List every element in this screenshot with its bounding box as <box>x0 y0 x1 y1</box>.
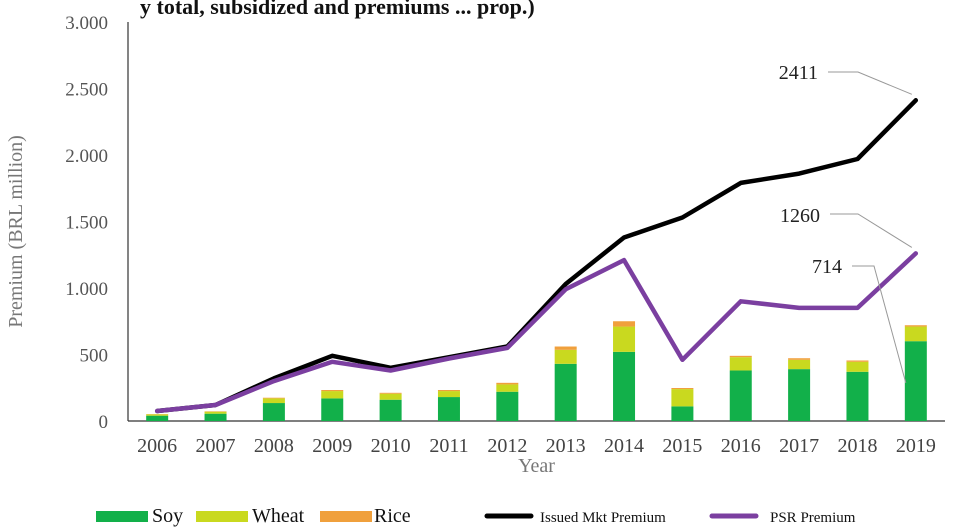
line-psr-premium <box>154 251 919 414</box>
data-label: 1260 <box>780 205 820 227</box>
x-tick-label: 2008 <box>254 435 294 457</box>
bar-wheat <box>729 357 752 371</box>
x-tick-label: 2013 <box>546 435 586 457</box>
annotation-leader-line <box>828 71 913 95</box>
x-tick-label: 2014 <box>604 435 644 457</box>
bar-soy <box>496 391 519 421</box>
chart-title-fragment: y total, subsidized and premiums ... pro… <box>140 0 535 19</box>
x-tick-label: 2012 <box>487 435 527 457</box>
bar-rice <box>379 392 402 394</box>
bar-wheat <box>321 391 344 399</box>
legend-label: PSR Premium <box>770 510 856 526</box>
legend-label: Wheat <box>252 505 305 527</box>
y-tick-label: 2.000 <box>65 146 108 167</box>
chart-annotations: 2411 1260 714 <box>779 62 913 384</box>
bar-rice <box>437 390 460 392</box>
bar-rice <box>846 360 869 362</box>
y-tick-label: 2.500 <box>65 80 108 101</box>
x-tick-label: 2010 <box>371 435 411 457</box>
bar-soy <box>321 398 344 421</box>
bar-wheat <box>613 326 636 352</box>
bar-wheat <box>496 384 519 392</box>
bar-rice <box>671 388 694 390</box>
bar-soy <box>437 397 460 421</box>
bar-rice <box>554 346 577 350</box>
legend-label: Issued Mkt Premium <box>540 510 666 526</box>
data-label: 2411 <box>779 62 818 84</box>
bar-soy <box>846 371 869 421</box>
bar-rice <box>729 355 752 358</box>
x-tick-label: 2006 <box>137 435 177 457</box>
bar-soy <box>262 403 285 421</box>
bar-soy <box>904 341 927 421</box>
x-tick-label: 2018 <box>837 435 877 457</box>
bar-wheat <box>846 361 869 372</box>
bar-rice <box>613 321 636 327</box>
bar-wheat <box>671 389 694 407</box>
legend-label: Soy <box>152 505 183 527</box>
data-label: 714 <box>812 256 842 278</box>
legend-swatch-rice <box>320 511 372 522</box>
legend-swatch-wheat <box>196 511 248 522</box>
bar-soy <box>729 370 752 421</box>
legend-swatch-soy <box>96 511 148 522</box>
legend-label: Rice <box>374 505 411 527</box>
legend: Soy Wheat Rice Issued Mkt Premium PSR Premiu… <box>96 505 856 527</box>
bar-rice <box>262 397 285 399</box>
y-tick-label: 1.000 <box>65 279 108 300</box>
bar-stacks <box>146 321 927 421</box>
y-axis-title: Premium (BRL million) <box>5 135 27 328</box>
bar-wheat <box>146 414 169 416</box>
bar-rice <box>496 382 519 385</box>
bar-rice <box>904 325 927 327</box>
bar-wheat <box>554 349 577 364</box>
bar-soy <box>613 351 636 421</box>
bar-soy <box>671 406 694 421</box>
annotation-leader-line <box>830 213 913 248</box>
bar-wheat <box>788 359 811 370</box>
bar-wheat <box>904 326 927 342</box>
bar-soy <box>146 415 169 421</box>
bar-rice <box>788 358 811 360</box>
y-tick-label: 0 <box>99 412 109 433</box>
bar-soy <box>379 399 402 421</box>
x-tick-label: 2011 <box>429 435 468 457</box>
y-tick-label: 500 <box>80 346 109 367</box>
bar-soy <box>554 363 577 421</box>
bar-rice <box>321 390 344 392</box>
x-tick-label: 2015 <box>662 435 702 457</box>
bar-soy <box>204 413 227 421</box>
bar-wheat <box>262 398 285 404</box>
line-issued-mkt-premium <box>154 98 919 414</box>
line-series <box>154 98 919 414</box>
y-axis-ticks: 0 500 1.000 1.500 2.000 2.500 3.000 <box>65 13 108 433</box>
y-tick-label: 3.000 <box>65 13 108 34</box>
bar-wheat <box>379 393 402 400</box>
x-tick-label: 2007 <box>196 435 236 457</box>
x-tick-label: 2009 <box>312 435 352 457</box>
x-tick-label: 2017 <box>779 435 819 457</box>
bar-soy <box>788 369 811 421</box>
x-axis-title: Year <box>518 455 555 477</box>
bar-wheat <box>204 411 227 414</box>
x-axis-ticks: 2006 2007 2008 2009 2010 2011 2012 2013 2014 2015… <box>137 435 936 457</box>
x-tick-label: 2019 <box>896 435 936 457</box>
annotation-leader-line <box>852 265 907 384</box>
x-tick-label: 2016 <box>721 435 761 457</box>
bar-wheat <box>437 391 460 398</box>
y-tick-label: 1.500 <box>65 213 108 234</box>
